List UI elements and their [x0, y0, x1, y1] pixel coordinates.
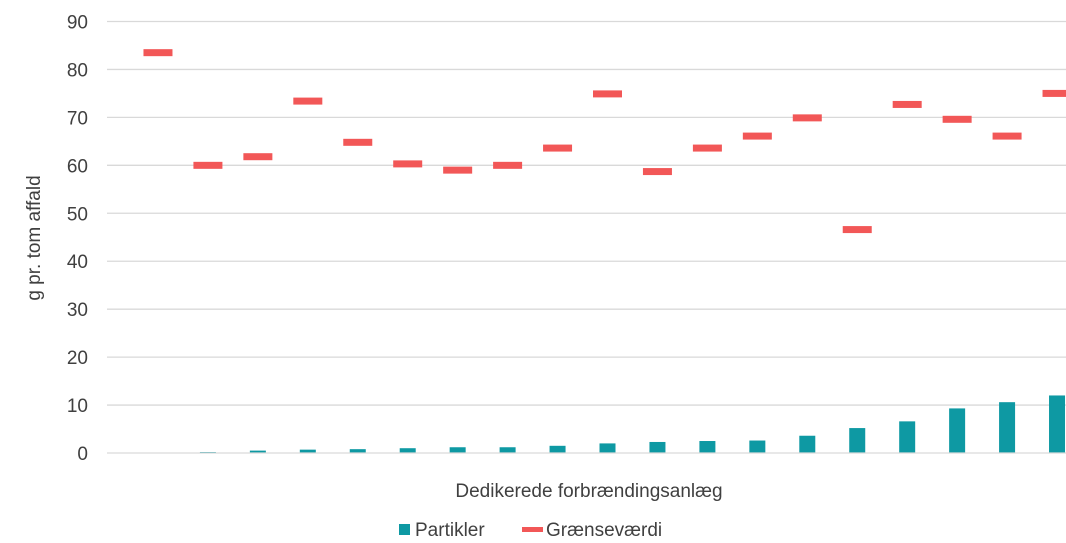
- bar-partikler: [699, 441, 716, 453]
- marker-graensevaerdi: [642, 168, 672, 176]
- marker-graensevaerdi: [892, 100, 922, 108]
- y-tick-label: 0: [77, 444, 88, 465]
- bar-partikler: [999, 402, 1016, 453]
- bar-partikler: [849, 428, 866, 453]
- y-tick-label: 80: [67, 60, 88, 81]
- legend-swatch-partikler: [399, 524, 410, 535]
- legend-label-partikler: Partikler: [415, 520, 485, 541]
- bar-partikler: [349, 449, 366, 453]
- graensevaerdi-markers: [143, 49, 1066, 234]
- marker-graensevaerdi: [143, 49, 173, 57]
- y-tick-label: 90: [67, 13, 88, 34]
- y-tick-label: 60: [67, 156, 88, 177]
- bar-partikler: [449, 447, 466, 453]
- marker-graensevaerdi: [343, 138, 373, 146]
- marker-graensevaerdi: [1042, 89, 1066, 97]
- marker-graensevaerdi: [692, 144, 722, 152]
- y-axis-ticks: 0 10 20 30 40 50 60 70 80 90: [67, 13, 88, 466]
- bar-partikler: [1049, 395, 1066, 453]
- bar-partikler: [399, 448, 416, 453]
- y-tick-label: 50: [67, 204, 88, 225]
- marker-graensevaerdi: [293, 97, 323, 105]
- marker-graensevaerdi: [742, 132, 772, 140]
- bar-partikler: [749, 440, 766, 453]
- bar-partikler: [599, 443, 616, 453]
- bar-partikler: [899, 421, 916, 453]
- marker-graensevaerdi: [543, 144, 573, 152]
- x-axis-title: Dedikerede forbrændingsanlæg: [455, 481, 722, 502]
- bar-partikler: [949, 408, 966, 453]
- marker-graensevaerdi: [243, 153, 273, 161]
- marker-graensevaerdi: [393, 160, 423, 168]
- marker-graensevaerdi: [792, 114, 822, 122]
- bar-partikler: [549, 445, 566, 453]
- bar-partikler: [299, 449, 316, 453]
- y-axis-title: g pr. tom affald: [24, 175, 45, 300]
- bar-partikler: [649, 441, 666, 453]
- bar-partikler: [499, 447, 516, 453]
- y-tick-label: 30: [67, 300, 88, 321]
- bar-partikler: [249, 450, 266, 453]
- marker-graensevaerdi: [193, 161, 223, 169]
- legend: Partikler Grænseværdi: [399, 520, 662, 541]
- bar-partikler: [799, 435, 816, 453]
- marker-graensevaerdi: [443, 166, 473, 174]
- y-tick-label: 20: [67, 348, 88, 369]
- y-tick-label: 70: [67, 108, 88, 129]
- y-tick-label: 10: [67, 396, 88, 417]
- y-tick-label: 40: [67, 252, 88, 273]
- marker-graensevaerdi: [992, 132, 1022, 140]
- legend-swatch-graensevaerdi: [522, 527, 543, 532]
- marker-graensevaerdi: [842, 226, 872, 234]
- partikler-bars: [199, 395, 1066, 453]
- gridlines: [107, 20, 1066, 406]
- marker-graensevaerdi: [493, 161, 523, 169]
- legend-label-graensevaerdi: Grænseværdi: [546, 520, 662, 541]
- marker-graensevaerdi: [593, 90, 622, 98]
- marker-graensevaerdi: [942, 115, 972, 123]
